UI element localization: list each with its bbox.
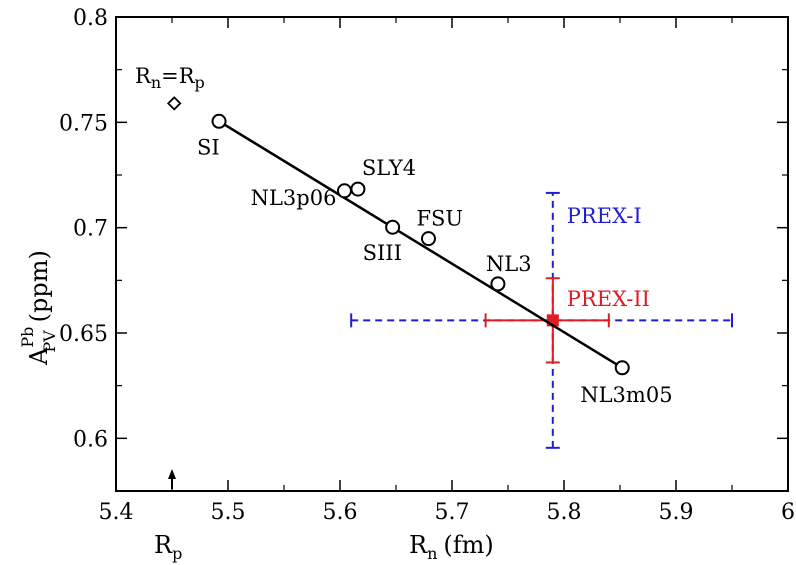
x-tick-label: 5.7 — [435, 500, 470, 525]
y-tick-label: 0.75 — [59, 111, 108, 136]
model-point-sly4 — [350, 181, 366, 197]
experiments: PREX-I PREX-II — [350, 191, 733, 449]
plot-border — [115, 16, 789, 492]
prex-ii-label: PREX-II — [567, 287, 650, 311]
x-tick-label: 5.8 — [547, 500, 582, 525]
model-point-nl3 — [490, 276, 506, 292]
model-labels: SI NL3p06 SLY4 SIII FSU NL3 NL3m05 — [197, 135, 673, 406]
model-label-sly4: SLY4 — [362, 156, 416, 180]
model-label-nl3: NL3 — [486, 252, 532, 276]
rn-eq-rp-diamond — [166, 96, 182, 111]
model-point-nl3p06 — [336, 183, 352, 199]
rp-arrow-head — [168, 469, 176, 479]
plot-frame — [115, 16, 789, 492]
y-axis-title-sup: Pb — [18, 327, 37, 348]
axis-ticks: 5.4 5.5 5.6 5.7 5.8 5.9 6 0.6 0.65 0.7 0.75 0.8 — [59, 6, 795, 525]
x-tick-label: 5.9 — [659, 500, 694, 525]
rp-marker-main: R — [154, 531, 173, 559]
y-tick-label: 0.6 — [73, 427, 108, 452]
x-tick-label: 5.4 — [99, 500, 134, 525]
y-tick-label: 0.65 — [59, 322, 108, 347]
fit-line — [218, 120, 623, 369]
model-point-fsu — [420, 231, 436, 247]
x-tick-label: 5.5 — [211, 500, 246, 525]
fit-line-group — [218, 120, 623, 369]
model-label-siii: SIII — [363, 241, 402, 265]
rn-eq-rp-label: Rn=Rp — [135, 64, 205, 92]
x-axis-title-sub: n — [427, 544, 437, 563]
rn-eq-rp-sub2: p — [195, 73, 205, 92]
model-points — [166, 96, 630, 489]
model-label-si: SI — [197, 135, 220, 159]
rn-eq-rp-sub1: n — [151, 73, 161, 92]
model-label-nl3m05: NL3m05 — [580, 383, 672, 407]
rp-marker-sub: p — [172, 544, 182, 563]
prex-i-label: PREX-I — [567, 204, 642, 228]
x-tick-label: 5.6 — [323, 500, 358, 525]
rn-eq-rp-eq: =R — [161, 64, 196, 88]
rp-marker-label: Rp — [154, 531, 182, 563]
x-tick-label: 6 — [781, 500, 795, 525]
y-axis-title-sub: PV — [40, 330, 59, 353]
x-axis-title-main: R — [409, 531, 428, 559]
x-axis-title-unit: (fm) — [443, 531, 493, 559]
y-axis-title: APb PV (ppm) — [18, 250, 59, 366]
rn-eq-rp-main: R — [135, 64, 152, 88]
model-point-nl3m05 — [614, 360, 630, 376]
y-tick-label: 0.7 — [73, 217, 108, 242]
y-axis-title-main: A — [25, 347, 53, 366]
y-tick-label: 0.8 — [73, 6, 108, 31]
model-label-nl3p06: NL3p06 — [251, 186, 337, 210]
model-point-si — [211, 113, 227, 129]
x-axis-title: Rn (fm) — [409, 531, 494, 563]
model-label-fsu: FSU — [416, 207, 463, 231]
model-point-siii — [385, 219, 401, 235]
y-axis-title-unit: (ppm) — [25, 250, 53, 322]
